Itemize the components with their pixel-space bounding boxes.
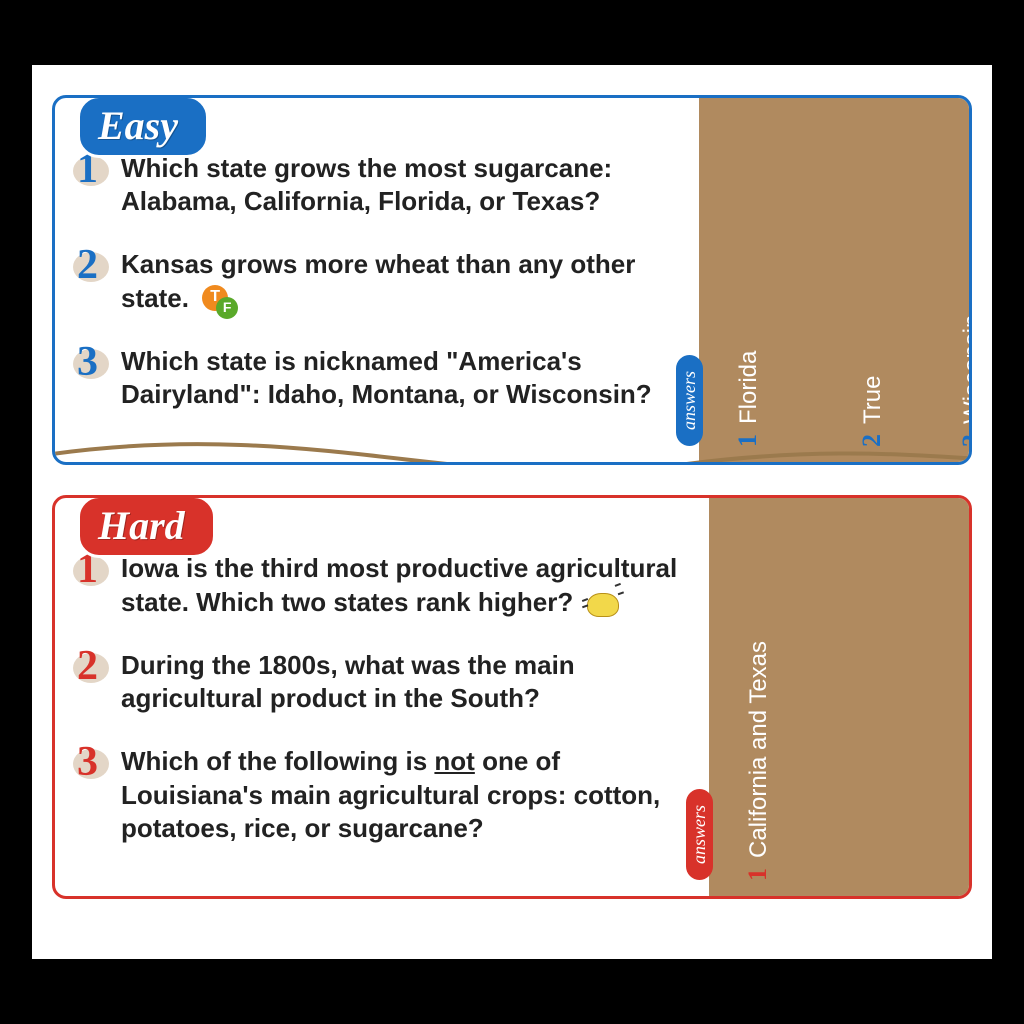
question-text: Which state is nicknamed "America's Dair… (121, 341, 679, 412)
easy-badge: Easy (77, 95, 209, 158)
answer-text: Florida (735, 351, 763, 424)
answers-list: 1 Florida 2 True 3 Wisconsin (729, 417, 972, 447)
question-text: During the 1800s, what was the main agri… (121, 645, 689, 716)
question-row: 3 Which state is nicknamed "America's Da… (77, 341, 679, 412)
answer-item: 1 California and Texas (743, 641, 773, 881)
answer-text: True (859, 376, 887, 424)
question-row: 2 During the 1800s, what was the main ag… (77, 645, 689, 716)
answers-list: 1 California and Texas 2 Cotton 3 Potato… (739, 851, 972, 881)
question-text: Kansas grows more wheat than any other s… (121, 244, 679, 315)
answer-number: 3 (957, 434, 972, 447)
true-false-icon: TF (202, 285, 232, 315)
hard-questions-area: 1 Iowa is the third most productive agri… (55, 498, 709, 896)
answer-item: 1 Florida (733, 351, 763, 447)
cards-container: Easy 1 Which state grows the most sugarc… (32, 65, 992, 959)
answer-number: 1 (743, 868, 773, 881)
brainstorm-icon (584, 591, 620, 617)
question-text: Iowa is the third most productive agricu… (121, 548, 689, 619)
question-number: 3 (77, 741, 121, 783)
question-text: Which state grows the most sugarcane: Al… (121, 148, 679, 219)
answer-number: 2 (857, 434, 887, 447)
hard-card: Hard 1 Iowa is the third most productive… (52, 495, 972, 899)
answer-text: Wisconsin (959, 315, 972, 424)
question-row: 2 Kansas grows more wheat than any other… (77, 244, 679, 315)
question-row: 1 Iowa is the third most productive agri… (77, 548, 689, 619)
answer-item: 2 True (857, 376, 887, 447)
hard-answers-area: answers 1 California and Texas 2 Cotton … (709, 498, 969, 896)
question-text-span: Which of the following is (121, 746, 434, 776)
question-row: 1 Which state grows the most sugarcane: … (77, 148, 679, 219)
answer-text: California and Texas (745, 641, 773, 858)
answer-item: 3 Wisconsin (957, 315, 972, 447)
question-text-span: Kansas grows more wheat than any other s… (121, 249, 635, 312)
easy-card: Easy 1 Which state grows the most sugarc… (52, 95, 972, 466)
question-row: 3 Which of the following is not one of L… (77, 741, 689, 845)
question-underline: not (434, 746, 474, 776)
question-text: Which of the following is not one of Lou… (121, 741, 689, 845)
question-number: 2 (77, 244, 121, 286)
easy-answers-area: answers 1 Florida 2 True 3 Wisconsin (699, 98, 969, 463)
question-number: 2 (77, 645, 121, 687)
answer-number: 1 (733, 434, 763, 447)
hard-badge: Hard (77, 495, 216, 558)
question-number: 3 (77, 341, 121, 383)
